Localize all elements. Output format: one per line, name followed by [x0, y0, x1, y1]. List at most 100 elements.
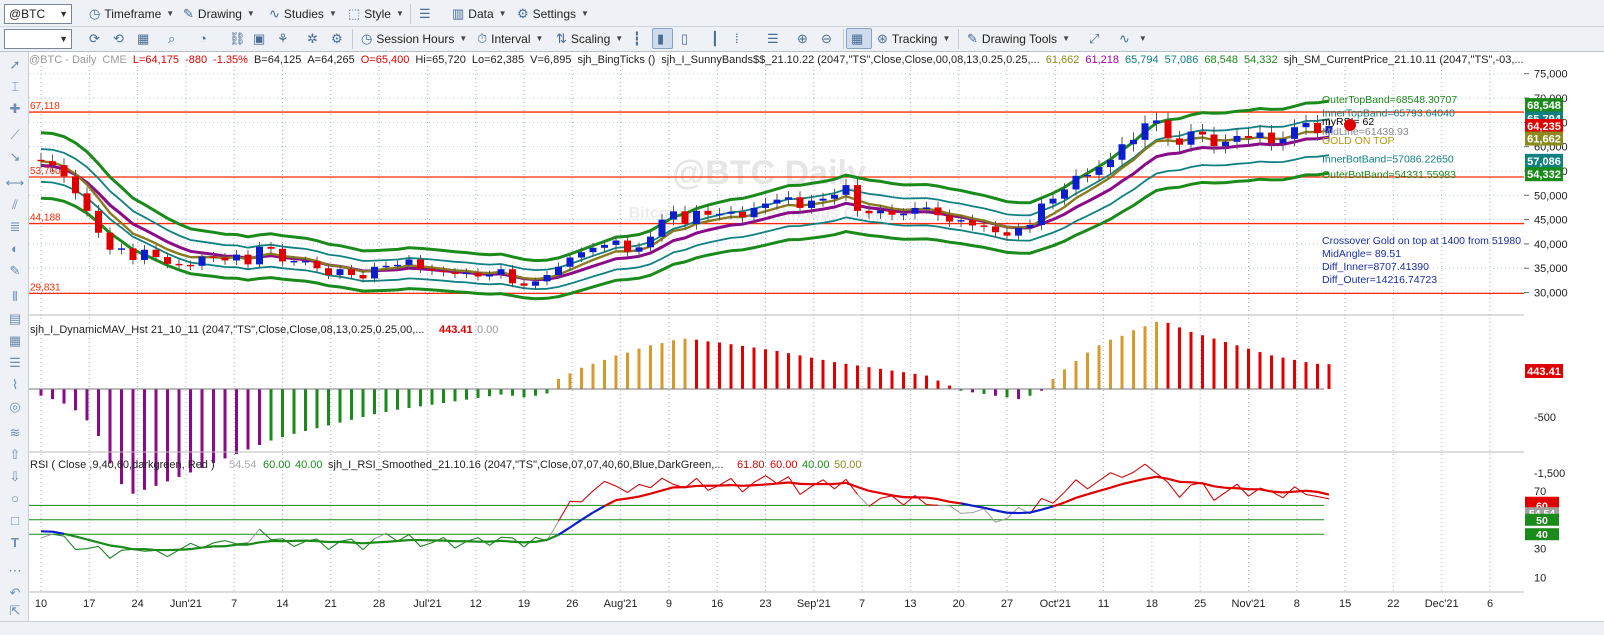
mav-bar — [557, 378, 560, 389]
gann-fan-tool-icon[interactable]: ≋ — [9, 425, 21, 440]
header-item: sjh_I_SunnyBands$$_21.10.22 (2047,"TS",C… — [661, 54, 1039, 66]
mav-bar — [787, 353, 790, 389]
candle-body — [497, 269, 505, 275]
mav-bar — [350, 389, 353, 420]
vertical-lines-tool-icon[interactable]: ⦀ — [12, 289, 18, 304]
interval-combo[interactable]: ▼ — [4, 29, 72, 49]
rectangle-tool-icon[interactable]: □ — [11, 513, 19, 528]
rsi-raw-segment — [1179, 484, 1192, 498]
settings-button[interactable]: ⚙ Settings ▼ — [512, 3, 594, 24]
style-button[interactable]: ⬚ Style ▼ — [343, 3, 409, 24]
rsi-raw-segment — [454, 541, 467, 549]
bar-chart-button[interactable]: ┇ — [628, 28, 650, 49]
up-arrow-tool-icon[interactable]: ⇧ — [9, 447, 21, 462]
pointer-tool-icon[interactable]: ➚ — [9, 57, 21, 72]
timeframe-button[interactable]: ◷ Timeframe ▼ — [84, 3, 179, 24]
layout-button[interactable]: ☰ — [762, 28, 788, 49]
down-arrow-tool-icon[interactable]: ⇩ — [9, 469, 21, 484]
levels-tool-icon[interactable]: ☰ — [9, 355, 21, 370]
grid-tool-icon[interactable]: ▦ — [8, 333, 22, 348]
mav-bar — [327, 389, 330, 426]
candle-body — [49, 161, 56, 166]
candle-body — [106, 232, 114, 250]
gauge-icon: ◔ — [199, 31, 207, 46]
zoom-out-button[interactable]: ⊖ — [816, 28, 841, 49]
zoom-button[interactable]: ⌕ — [163, 28, 184, 49]
image-button[interactable]: ▣ — [248, 28, 274, 49]
horizontal-line-tool-icon[interactable]: ✚ — [9, 101, 21, 116]
watermark-symbol: @BTC Daily — [672, 154, 866, 192]
text-tool-icon[interactable]: T — [11, 535, 19, 550]
header-item: A=64,265 — [307, 54, 354, 66]
more-tools-icon[interactable]: ⋯ — [8, 563, 22, 578]
mav-bar — [97, 389, 100, 437]
ellipse-tool-icon[interactable]: ○ — [11, 491, 19, 506]
candle-body — [727, 211, 735, 214]
rsi-smoothed-segment — [1133, 477, 1146, 483]
mav-bar — [1189, 331, 1193, 389]
search-icon: ⌕ — [168, 30, 176, 46]
drawing-tools-button[interactable]: ✎ Drawing Tools ▼ — [962, 28, 1075, 49]
tracking-icon: ⊛ — [877, 30, 888, 46]
panes-button[interactable]: ☰ — [414, 3, 440, 24]
ray-tool-icon[interactable]: ↘ — [9, 149, 21, 164]
channel-tool-icon[interactable]: ⫽ — [12, 197, 18, 212]
chevron-down-icon: ▼ — [395, 9, 404, 18]
pen-tool-icon[interactable]: ✎ — [9, 263, 21, 278]
format-button[interactable]: ✲ — [302, 28, 327, 49]
candle-body — [267, 246, 275, 249]
chevron-down-icon: ▼ — [246, 9, 255, 18]
settings-label: Settings — [532, 6, 577, 21]
undo-tool-icon[interactable]: ↶ — [9, 585, 21, 600]
indicator-button[interactable]: ∿ ▼ — [1114, 28, 1152, 49]
rsi-y-axis: 70 50 30 10 — [1534, 486, 1546, 585]
candlestick-button[interactable]: ▮ — [652, 28, 674, 49]
horizontal-ray-tool-icon[interactable]: ⟷ — [5, 175, 25, 190]
session-hours-button[interactable]: ◷ Session Hours ▼ — [356, 28, 472, 49]
analysis-button[interactable]: ⚘ — [272, 28, 298, 49]
rsi-raw-segment — [259, 528, 272, 541]
spiral-tool-icon[interactable]: ◎ — [9, 399, 21, 414]
mav-bar — [1281, 357, 1285, 389]
studies-button[interactable]: ∿ Studies ▼ — [264, 3, 342, 24]
bars-button[interactable]: ┃ — [706, 28, 728, 49]
candle-body — [394, 264, 401, 267]
zoom-in-button[interactable]: ⊕ — [792, 28, 817, 49]
refresh-button[interactable]: ⟳ — [84, 28, 109, 49]
style-label: Style — [364, 6, 391, 21]
table-tool-icon[interactable]: ▤ — [8, 311, 22, 326]
properties-button[interactable]: ⚙ — [326, 28, 352, 49]
scaling-button[interactable]: ⇅ Scaling ▼ — [551, 28, 628, 49]
expand-tool-icon[interactable]: ⇱ — [9, 603, 21, 618]
interval-button[interactable]: ⏱ Interval ▼ — [472, 28, 548, 49]
speed-lines-tool-icon[interactable]: ⌇ — [11, 377, 19, 392]
candle-body — [831, 194, 838, 199]
chart-canvas[interactable]: @BTC Daily Bitcoin Futures Continuous Co… — [29, 52, 1604, 621]
mav-bar — [1017, 389, 1020, 400]
text-cursor-tool-icon[interactable]: ⌶ — [11, 79, 19, 94]
refresh-all-button[interactable]: ⟲ — [108, 28, 133, 49]
mav-bar — [844, 363, 848, 389]
grid-button[interactable]: ▦ — [132, 28, 158, 49]
candle-body — [302, 260, 309, 263]
candle-body — [486, 274, 493, 277]
tracking-button[interactable]: ⊛ Tracking ▼ — [872, 28, 955, 49]
trendline-button[interactable]: ⤢ — [1084, 28, 1108, 49]
hollow-candle-button[interactable]: ▯ — [676, 28, 697, 49]
candle-body — [1268, 132, 1275, 144]
dot-chart-button[interactable]: ⁞ — [730, 28, 748, 49]
rsi-smoothed-segment — [880, 491, 893, 497]
trendline-tool-icon[interactable]: ⟋ — [10, 127, 20, 142]
x-tick-label: 27 — [1001, 598, 1013, 610]
symbol-combo[interactable]: @BTC ▼ — [4, 4, 72, 24]
data-button[interactable]: ▥ Data ▼ — [447, 3, 512, 24]
fibonacci-tool-icon[interactable]: ≣ — [9, 219, 21, 234]
cycle-tool-icon[interactable]: ◐ — [11, 241, 19, 256]
mav-bar — [384, 389, 388, 412]
crosshair-button[interactable]: ▦ — [846, 28, 873, 49]
candle-body — [1026, 224, 1034, 228]
drawing-button[interactable]: ✎ Drawing ▼ — [178, 3, 260, 24]
link-button[interactable]: ⛓ — [224, 28, 255, 49]
speed-button[interactable]: ◔ — [194, 28, 216, 49]
mav-value-1: 443.41 — [439, 324, 473, 336]
